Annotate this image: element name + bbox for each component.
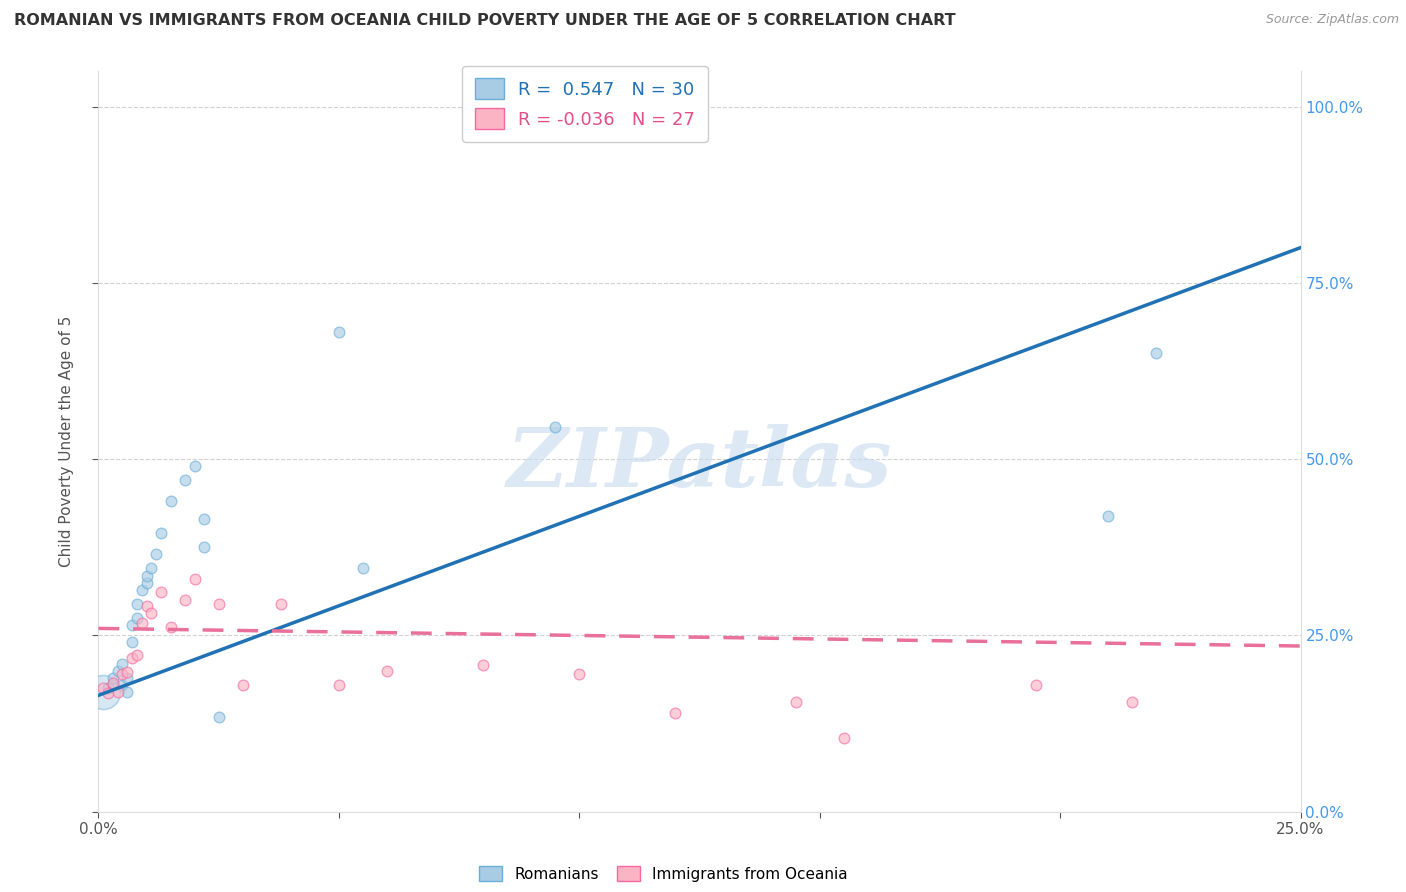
- Point: [472, 658, 495, 673]
- Point: [135, 575, 157, 590]
- Point: [159, 494, 181, 508]
- Point: [174, 473, 197, 487]
- Point: [111, 667, 134, 681]
- Point: [183, 572, 205, 586]
- Point: [131, 615, 153, 630]
- Legend: Romanians, Immigrants from Oceania: Romanians, Immigrants from Oceania: [472, 860, 853, 888]
- Point: [328, 678, 350, 692]
- Point: [131, 582, 153, 597]
- Point: [111, 657, 134, 671]
- Point: [121, 635, 143, 649]
- Text: ZIPatlas: ZIPatlas: [506, 424, 893, 504]
- Point: [568, 667, 591, 681]
- Point: [91, 685, 114, 699]
- Point: [145, 547, 167, 561]
- Point: [111, 678, 134, 692]
- Point: [107, 685, 129, 699]
- Point: [1121, 695, 1143, 709]
- Point: [117, 671, 139, 685]
- Point: [141, 561, 163, 575]
- Point: [101, 671, 124, 685]
- Text: ROMANIAN VS IMMIGRANTS FROM OCEANIA CHILD POVERTY UNDER THE AGE OF 5 CORRELATION: ROMANIAN VS IMMIGRANTS FROM OCEANIA CHIL…: [14, 13, 956, 29]
- Point: [135, 599, 157, 613]
- Point: [97, 686, 120, 700]
- Point: [97, 681, 120, 696]
- Point: [208, 709, 231, 723]
- Point: [1097, 508, 1119, 523]
- Point: [121, 618, 143, 632]
- Point: [375, 664, 398, 678]
- Point: [1144, 346, 1167, 360]
- Point: [101, 678, 124, 692]
- Point: [107, 664, 129, 678]
- Point: [1025, 678, 1047, 692]
- Point: [135, 568, 157, 582]
- Point: [208, 597, 231, 611]
- Point: [174, 593, 197, 607]
- Point: [193, 512, 215, 526]
- Point: [352, 561, 374, 575]
- Point: [125, 648, 148, 663]
- Point: [121, 651, 143, 665]
- Point: [149, 584, 172, 599]
- Point: [159, 620, 181, 634]
- Y-axis label: Child Poverty Under the Age of 5: Child Poverty Under the Age of 5: [59, 316, 75, 567]
- Point: [101, 676, 124, 690]
- Point: [232, 678, 254, 692]
- Point: [149, 526, 172, 541]
- Point: [193, 541, 215, 555]
- Point: [125, 611, 148, 625]
- Point: [117, 665, 139, 679]
- Point: [91, 681, 114, 696]
- Point: [664, 706, 686, 720]
- Point: [328, 325, 350, 339]
- Point: [785, 695, 807, 709]
- Point: [117, 685, 139, 699]
- Point: [544, 420, 567, 434]
- Text: Source: ZipAtlas.com: Source: ZipAtlas.com: [1265, 13, 1399, 27]
- Point: [141, 606, 163, 620]
- Point: [183, 459, 205, 474]
- Point: [270, 597, 292, 611]
- Point: [125, 597, 148, 611]
- Point: [832, 731, 855, 745]
